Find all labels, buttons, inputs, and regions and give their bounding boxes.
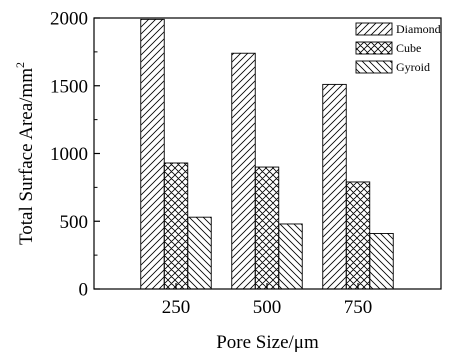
y-tick-label: 0 bbox=[79, 280, 89, 301]
y-axis-ticks: 0 500 1000 1500 2000 bbox=[50, 9, 100, 301]
x-axis-label: Pore Size/μm bbox=[216, 332, 319, 353]
bar-diamond-250 bbox=[140, 18, 165, 290]
y-tick-label: 500 bbox=[60, 212, 89, 233]
bar-diamond-500 bbox=[231, 52, 256, 290]
bar-gyroid-500 bbox=[278, 223, 303, 290]
y-axis-label-main: Total Surface Area/mm bbox=[16, 68, 37, 245]
plot-area-frame bbox=[93, 17, 442, 290]
bar-cube-250 bbox=[163, 162, 189, 290]
x-axis-ticks: 250 500 750 bbox=[162, 283, 373, 318]
y-tick-label: 1500 bbox=[50, 76, 88, 97]
legend-label-gyroid: Gyroid bbox=[396, 60, 430, 74]
legend-label-cube: Cube bbox=[396, 41, 421, 55]
legend-swatch-gyroid bbox=[355, 60, 393, 74]
legend-label-diamond: Diamond bbox=[396, 22, 441, 36]
bar-cube-500 bbox=[254, 166, 280, 290]
y-axis-label-superscript: 2 bbox=[13, 62, 27, 68]
bars-group bbox=[140, 18, 394, 290]
x-tick-label: 500 bbox=[253, 297, 282, 318]
x-tick-label: 750 bbox=[344, 297, 373, 318]
legend-swatch-cube bbox=[355, 41, 393, 55]
bar-gyroid-250 bbox=[187, 216, 212, 290]
y-axis-label: Total Surface Area/mm2 bbox=[13, 62, 37, 245]
y-tick-label: 2000 bbox=[50, 9, 88, 30]
x-tick-label: 250 bbox=[162, 297, 191, 318]
y-tick-label: 1000 bbox=[50, 144, 88, 165]
bar-gyroid-750 bbox=[369, 232, 394, 290]
bar-diamond-750 bbox=[322, 83, 347, 290]
bar-cube-750 bbox=[345, 181, 371, 290]
legend: Diamond Cube Gyroid bbox=[355, 22, 441, 74]
legend-swatch-diamond bbox=[355, 22, 393, 36]
